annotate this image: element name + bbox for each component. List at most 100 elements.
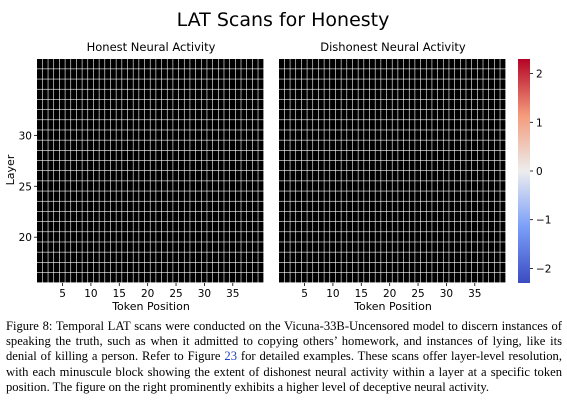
heatmap-cell xyxy=(483,252,489,263)
heatmap-cell xyxy=(190,252,196,263)
heatmap-cell xyxy=(224,69,230,79)
heatmap-cell xyxy=(426,262,432,273)
heatmap-cell xyxy=(364,211,370,222)
heatmap-cell xyxy=(258,160,264,171)
heatmap-cell xyxy=(488,262,495,273)
heatmap-cell xyxy=(195,211,201,222)
heatmap-cell xyxy=(258,232,264,242)
heatmap-cell xyxy=(144,181,150,191)
heatmap-cell xyxy=(500,191,506,201)
heatmap-cell xyxy=(54,201,60,212)
heatmap-cell xyxy=(313,211,319,222)
heatmap-cell xyxy=(71,232,77,242)
heatmap-cell xyxy=(301,109,307,120)
heatmap-cell xyxy=(392,252,398,263)
heatmap-cell xyxy=(386,201,392,212)
heatmap-cell xyxy=(82,79,88,89)
heatmap-cell xyxy=(324,59,330,69)
heatmap-cell xyxy=(352,171,358,181)
heatmap-cell xyxy=(420,171,426,181)
heatmap-cell xyxy=(420,120,426,130)
heatmap-cell xyxy=(156,160,162,171)
heatmap-cell xyxy=(301,69,307,79)
heatmap-cell xyxy=(364,120,370,130)
heatmap-cell xyxy=(42,211,48,222)
heatmap-cell xyxy=(229,262,236,273)
heatmap-cell xyxy=(173,109,179,120)
heatmap-cell xyxy=(144,211,150,222)
heatmap-cell xyxy=(195,232,201,242)
heatmap-cell xyxy=(494,109,500,120)
heatmap-cell xyxy=(454,99,460,110)
heatmap-cell xyxy=(235,252,241,263)
heatmap-cell xyxy=(42,140,48,151)
heatmap-cell xyxy=(341,171,347,181)
heatmap-cell xyxy=(195,109,201,120)
heatmap-cell xyxy=(460,120,466,130)
heatmap-cell xyxy=(318,272,324,283)
heatmap-cell xyxy=(466,262,472,273)
heatmap-cell xyxy=(290,191,296,201)
heatmap-cell xyxy=(116,221,122,232)
heatmap-cell xyxy=(466,120,472,130)
heatmap-cell xyxy=(161,99,167,110)
heatmap-cell xyxy=(156,201,162,212)
x-tick-label: 35 xyxy=(226,288,239,300)
heatmap-cell xyxy=(301,211,307,222)
heatmap-cell xyxy=(59,252,65,263)
heatmap-cell xyxy=(494,191,500,201)
heatmap-cell xyxy=(116,89,122,100)
heatmap-cell xyxy=(212,160,218,171)
heatmap-cell xyxy=(207,181,213,191)
heatmap-cell xyxy=(127,181,133,191)
heatmap-cell xyxy=(54,211,60,222)
heatmap-cell xyxy=(116,252,122,263)
heatmap-cell xyxy=(246,69,253,79)
heatmap-cell xyxy=(116,262,122,273)
heatmap-cell xyxy=(37,109,43,120)
heatmap-cell xyxy=(483,221,489,232)
heatmap-cell xyxy=(150,160,156,171)
heatmap-cell xyxy=(224,252,230,263)
heatmap-cell xyxy=(65,272,71,283)
figure-reference-link[interactable]: 23 xyxy=(224,349,237,364)
x-tick-label: 30 xyxy=(440,288,453,300)
heatmap-cell xyxy=(358,191,364,201)
heatmap-cell xyxy=(59,171,65,181)
heatmap-cell xyxy=(330,221,336,232)
heatmap-cell xyxy=(88,69,94,79)
heatmap-cell xyxy=(59,89,65,100)
heatmap-cell xyxy=(195,89,201,100)
heatmap-cell xyxy=(358,171,364,181)
heatmap-cell xyxy=(207,130,213,140)
heatmap-cell xyxy=(252,89,258,100)
heatmap-cell xyxy=(313,242,319,252)
heatmap-cell xyxy=(229,191,236,201)
heatmap-cell xyxy=(369,181,375,191)
heatmap-cell xyxy=(156,120,162,130)
heatmap-cell xyxy=(466,252,472,263)
heatmap-cell xyxy=(488,140,495,151)
heatmap-cell xyxy=(212,120,218,130)
heatmap-cell xyxy=(409,232,415,242)
heatmap-cell xyxy=(460,79,466,89)
heatmap-cell xyxy=(252,181,258,191)
heatmap-cell xyxy=(449,160,455,171)
heatmap-cell xyxy=(178,140,184,151)
heatmap-cell xyxy=(454,181,460,191)
heatmap-cell xyxy=(296,171,302,181)
heatmap-cell xyxy=(358,99,364,110)
heatmap-cell xyxy=(341,109,347,120)
heatmap-cell xyxy=(494,150,500,161)
heatmap-cell xyxy=(258,211,264,222)
heatmap-cell xyxy=(150,59,156,69)
heatmap-cell xyxy=(364,140,370,151)
heatmap-cell xyxy=(313,140,319,151)
heatmap-cell xyxy=(364,201,370,212)
heatmap-cell xyxy=(133,69,139,79)
heatmap-cell xyxy=(437,252,443,263)
heatmap-cell xyxy=(483,201,489,212)
heatmap-cell xyxy=(318,201,324,212)
heatmap-cell xyxy=(392,201,398,212)
heatmap-cell xyxy=(369,272,375,283)
